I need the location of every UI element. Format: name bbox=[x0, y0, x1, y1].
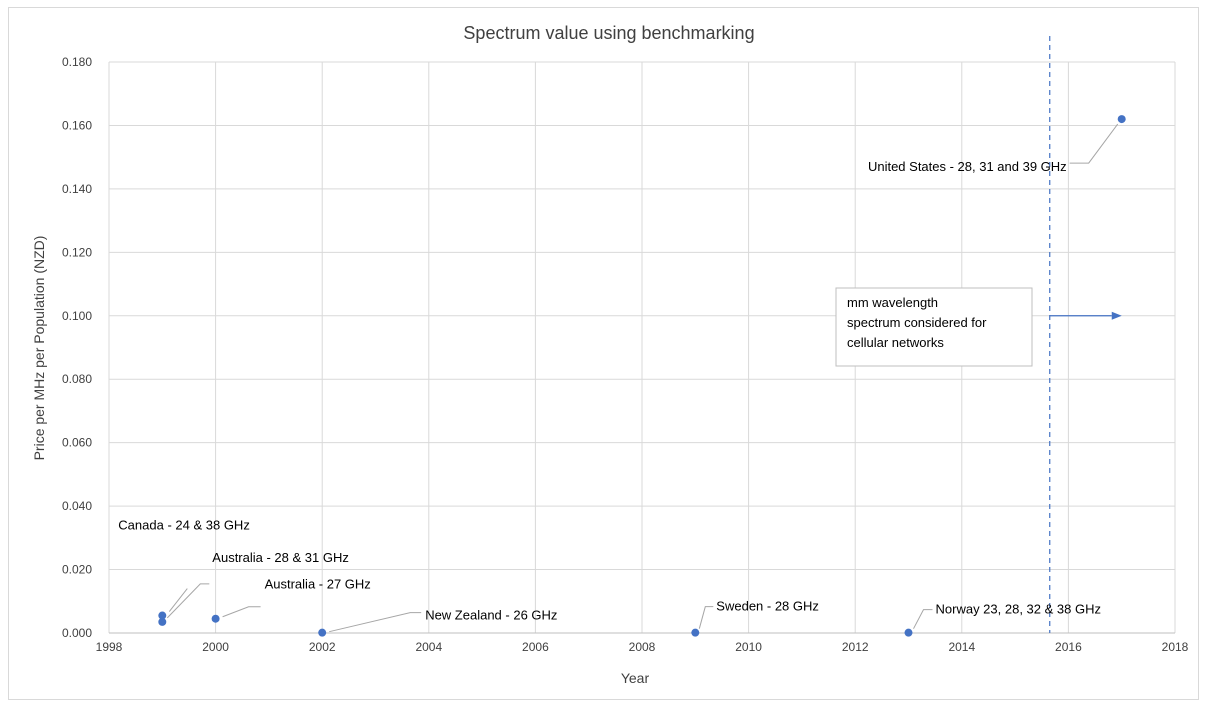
x-tick-label: 2014 bbox=[948, 640, 975, 654]
leader-line bbox=[1069, 123, 1119, 164]
data-point bbox=[1117, 115, 1126, 124]
y-tick-label: 0.020 bbox=[62, 563, 92, 577]
annotation-line-1: mm wavelength bbox=[847, 295, 938, 310]
leader-line bbox=[222, 606, 261, 618]
y-tick-label: 0.040 bbox=[62, 499, 92, 513]
y-tick-label: 0.180 bbox=[62, 55, 92, 69]
leader-line bbox=[913, 609, 933, 629]
chart-title: Spectrum value using benchmarking bbox=[463, 23, 754, 43]
data-label: New Zealand - 26 GHz bbox=[425, 608, 557, 623]
x-tick-label: 2008 bbox=[629, 640, 656, 654]
y-tick-label: 0.060 bbox=[62, 436, 92, 450]
x-tick-label: 1998 bbox=[96, 640, 123, 654]
annotation-line-2: spectrum considered for bbox=[847, 315, 987, 330]
x-tick-label: 2012 bbox=[842, 640, 869, 654]
leader-line bbox=[168, 588, 188, 612]
x-tick-label: 2006 bbox=[522, 640, 549, 654]
annotation-line-3: cellular networks bbox=[847, 335, 944, 350]
data-point bbox=[318, 628, 327, 637]
y-tick-label: 0.140 bbox=[62, 182, 92, 196]
x-tick-label: 2000 bbox=[202, 640, 229, 654]
x-tick-label: 2018 bbox=[1162, 640, 1189, 654]
data-label: Australia - 28 & 31 GHz bbox=[212, 550, 349, 565]
annotation-box-frame bbox=[835, 287, 1033, 367]
x-tick-label: 2004 bbox=[415, 640, 442, 654]
data-point bbox=[211, 614, 220, 623]
y-tick-label: 0.080 bbox=[62, 372, 92, 386]
y-axis-title: Price per MHz per Population (NZD) bbox=[31, 236, 47, 461]
y-tick-label: 0.120 bbox=[62, 245, 92, 259]
leader-lines bbox=[166, 123, 1119, 633]
x-axis-title: Year bbox=[621, 670, 650, 686]
data-labels: Canada - 24 & 38 GHz Australia - 28 & 31 … bbox=[118, 159, 1101, 623]
data-label: Australia - 27 GHz bbox=[265, 577, 371, 592]
axes: 0.000 0.020 0.040 0.060 0.080 0.100 0.120 0.140… bbox=[62, 55, 1189, 654]
data-label: Norway 23, 28, 32 & 38 GHz bbox=[936, 602, 1101, 617]
leader-line bbox=[329, 612, 422, 633]
y-tick-label: 0.100 bbox=[62, 309, 92, 323]
y-tick-label: 0.160 bbox=[62, 118, 92, 132]
annotation-arrow-head bbox=[1111, 311, 1122, 320]
y-tick-label: 0.000 bbox=[62, 626, 92, 640]
data-point bbox=[904, 628, 913, 637]
leader-line bbox=[698, 606, 714, 629]
data-label: United States - 28, 31 and 39 GHz bbox=[868, 159, 1067, 174]
data-point bbox=[158, 611, 167, 620]
chart-frame bbox=[8, 7, 1199, 700]
leader-line bbox=[166, 583, 210, 619]
x-tick-label: 2010 bbox=[735, 640, 762, 654]
x-tick-label: 2002 bbox=[309, 640, 336, 654]
data-label: Sweden - 28 GHz bbox=[716, 599, 819, 614]
x-tick-label: 2016 bbox=[1055, 640, 1082, 654]
data-point bbox=[691, 628, 700, 637]
marker-layer bbox=[1049, 36, 1122, 633]
data-point bbox=[158, 617, 167, 626]
data-label: Canada - 24 & 38 GHz bbox=[118, 518, 250, 533]
data-points bbox=[158, 115, 1126, 637]
gridlines bbox=[108, 61, 1176, 633]
annotation-box: mm wavelength spectrum considered for ce… bbox=[835, 287, 1033, 367]
